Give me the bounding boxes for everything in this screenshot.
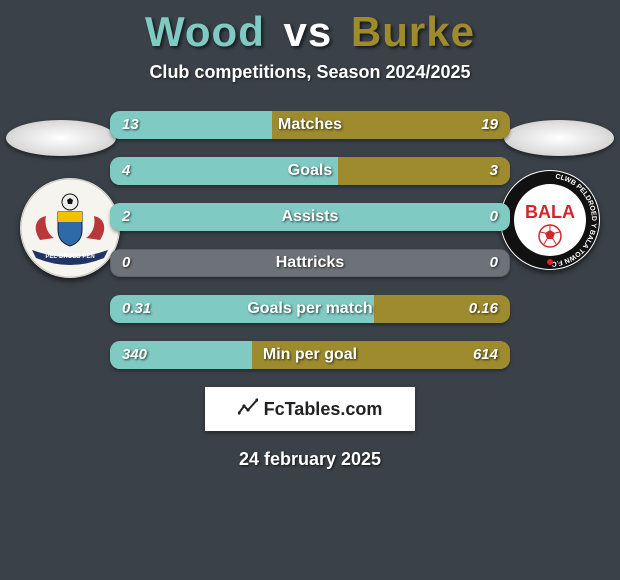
stat-bar-left <box>110 341 252 369</box>
stats-bars: 1319Matches 43Goals 20Assists 0 0Hattricks 0.… <box>110 111 510 369</box>
stat-bar-left <box>110 203 510 231</box>
player2-club-crest: CLWB PELDROED Y BALA TOWN F.C. BALA <box>500 170 600 270</box>
stat-bar-right <box>338 157 510 185</box>
player1-club-crest: PÊL-DROED PEN <box>20 178 120 278</box>
stat-bar-left <box>110 295 374 323</box>
stat-row: 0 0Hattricks <box>110 249 510 277</box>
title-vs: vs <box>284 8 333 55</box>
branding-badge: FcTables.com <box>205 387 415 431</box>
crest-left-label: PÊL-DROED PEN <box>45 252 94 260</box>
crest-left-svg: PÊL-DROED PEN <box>20 178 120 278</box>
stat-bar-right <box>374 295 510 323</box>
branding-text: FcTables.com <box>264 399 383 420</box>
stat-bar-right <box>272 111 510 139</box>
stat-bar-left <box>110 157 338 185</box>
stat-bar-left <box>110 111 272 139</box>
stat-label: Hattricks <box>110 249 510 277</box>
date-text: 24 february 2025 <box>0 449 620 470</box>
stat-row: 0.310.16Goals per match <box>110 295 510 323</box>
crest-right-word: BALA <box>525 202 575 222</box>
subtitle: Club competitions, Season 2024/2025 <box>0 62 620 83</box>
player1-avatar-placeholder <box>6 120 116 156</box>
page-title: Wood vs Burke <box>0 0 620 56</box>
title-player1: Wood <box>145 8 265 55</box>
stat-row: 340614Min per goal <box>110 341 510 369</box>
stat-value-left: 0 <box>122 249 130 277</box>
chart-icon <box>238 398 258 421</box>
title-player2: Burke <box>351 8 475 55</box>
stat-bar-right <box>252 341 510 369</box>
stat-value-right: 0 <box>490 249 498 277</box>
stat-row: 20Assists <box>110 203 510 231</box>
stat-row: 43Goals <box>110 157 510 185</box>
player2-avatar-placeholder <box>504 120 614 156</box>
stat-row: 1319Matches <box>110 111 510 139</box>
crest-right-svg: CLWB PELDROED Y BALA TOWN F.C. BALA <box>500 170 600 270</box>
